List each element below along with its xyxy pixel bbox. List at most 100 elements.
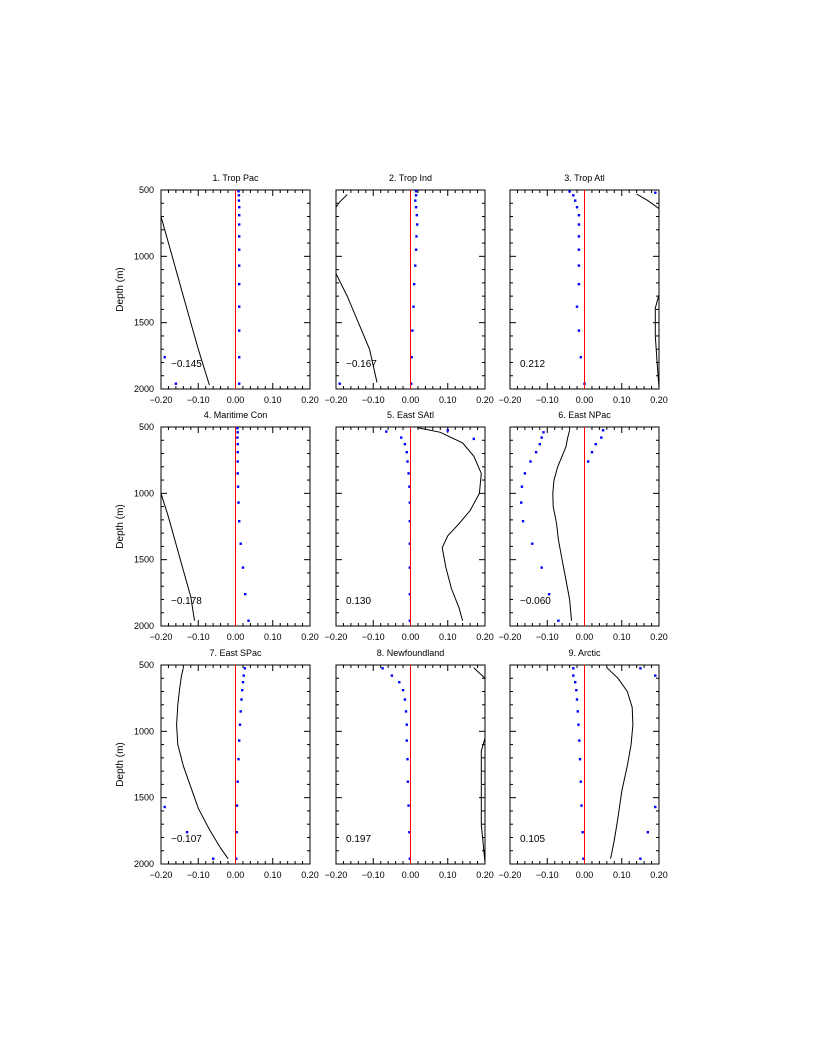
panel-title: 6. East NPac bbox=[558, 410, 611, 420]
panel-6: 6. East NPac −0.20 −0.10 0.00 0.10 0.20 −0.060 bbox=[499, 410, 668, 642]
data-point bbox=[405, 739, 408, 742]
data-point bbox=[236, 436, 239, 439]
data-point bbox=[414, 199, 417, 202]
data-point bbox=[244, 593, 247, 596]
data-point bbox=[237, 194, 241, 197]
data-point bbox=[639, 667, 642, 670]
data-point bbox=[577, 223, 581, 226]
x-tick-label: 0.10 bbox=[439, 870, 457, 880]
x-tick-label: 0.00 bbox=[576, 395, 594, 405]
data-point bbox=[579, 780, 582, 783]
data-point bbox=[235, 804, 239, 807]
profile-line bbox=[606, 667, 634, 859]
data-point bbox=[408, 542, 411, 545]
data-point bbox=[654, 805, 657, 809]
data-point bbox=[654, 191, 657, 194]
x-tick-label: 0.00 bbox=[576, 870, 594, 880]
panel-5: 5. East SAtl −0.20 −0.10 0.00 0.10 0.20 0.130 bbox=[325, 410, 494, 642]
data-point bbox=[587, 460, 590, 463]
data-point bbox=[412, 305, 415, 308]
data-point bbox=[523, 472, 527, 475]
data-point bbox=[531, 542, 534, 545]
profile-line bbox=[161, 216, 210, 386]
data-point bbox=[577, 248, 581, 251]
data-point bbox=[572, 674, 575, 677]
x-tick-label: 0.20 bbox=[650, 870, 668, 880]
panel-3: 3. Trop Atl −0.20 −0.10 0.00 0.10 0.20 0.212 bbox=[499, 173, 668, 405]
x-tick-label: 0.00 bbox=[402, 395, 420, 405]
y-tick-label: 2000 bbox=[134, 621, 154, 631]
data-point bbox=[381, 667, 384, 670]
data-point bbox=[521, 520, 525, 523]
data-point bbox=[238, 248, 241, 251]
y-tick-label: 1000 bbox=[134, 251, 154, 261]
data-point bbox=[238, 356, 241, 359]
data-point bbox=[401, 689, 405, 692]
data-point bbox=[405, 723, 408, 726]
y-tick-label: 1500 bbox=[134, 555, 154, 565]
data-point bbox=[238, 223, 241, 226]
data-point bbox=[520, 485, 524, 488]
data-point bbox=[406, 460, 409, 463]
data-point bbox=[406, 758, 409, 761]
data-point bbox=[410, 356, 413, 359]
panel-4: 4. Maritime Con −0.20 −0.10 0.00 0.10 0.20 500… bbox=[115, 410, 319, 642]
data-point bbox=[408, 520, 411, 523]
data-point bbox=[538, 443, 541, 446]
y-tick-label: 2000 bbox=[134, 384, 154, 394]
data-point bbox=[590, 451, 594, 454]
x-tick-label: 0.00 bbox=[576, 632, 594, 642]
data-point bbox=[407, 472, 410, 475]
y-axis-label: Depth (m) bbox=[115, 504, 126, 548]
y-axis-label: Depth (m) bbox=[115, 742, 126, 786]
panel-9: 9. Arctic −0.20 −0.10 0.00 0.10 0.20 0.105 bbox=[499, 648, 668, 880]
x-tick-label: −0.10 bbox=[536, 395, 559, 405]
x-tick-label: −0.20 bbox=[499, 870, 522, 880]
data-point bbox=[416, 223, 419, 226]
data-point bbox=[237, 199, 241, 202]
data-point bbox=[212, 857, 215, 860]
x-tick-label: −0.10 bbox=[536, 632, 559, 642]
series-group bbox=[381, 665, 485, 864]
y-tick-label: 500 bbox=[139, 422, 154, 432]
x-tick-label: −0.10 bbox=[362, 632, 385, 642]
data-point bbox=[577, 235, 581, 238]
y-tick-label: 2000 bbox=[134, 859, 154, 869]
x-tick-label: −0.10 bbox=[187, 395, 210, 405]
panel-title: 3. Trop Atl bbox=[564, 173, 605, 183]
data-point bbox=[238, 723, 242, 726]
data-point bbox=[163, 805, 166, 809]
data-point bbox=[406, 780, 410, 783]
data-point bbox=[542, 431, 545, 434]
data-point bbox=[581, 831, 584, 834]
data-point bbox=[414, 190, 418, 193]
data-point bbox=[415, 214, 418, 217]
x-tick-label: −0.20 bbox=[325, 395, 348, 405]
data-point bbox=[235, 831, 238, 834]
x-tick-label: −0.10 bbox=[187, 632, 210, 642]
data-point bbox=[236, 780, 239, 783]
data-point bbox=[576, 710, 579, 713]
data-point bbox=[237, 501, 240, 504]
data-point bbox=[574, 681, 577, 684]
data-point bbox=[403, 698, 407, 701]
x-tick-label: 0.00 bbox=[227, 632, 245, 642]
panel-8: 8. Newfoundland −0.20 −0.10 0.00 0.10 0.20 0.1… bbox=[325, 648, 494, 880]
x-tick-label: −0.20 bbox=[499, 632, 522, 642]
panel-title: 4. Maritime Con bbox=[204, 410, 268, 420]
data-point bbox=[238, 520, 241, 523]
profile-line bbox=[473, 667, 485, 679]
y-tick-label: 1500 bbox=[134, 318, 154, 328]
x-tick-label: −0.10 bbox=[536, 870, 559, 880]
x-tick-label: 0.00 bbox=[227, 395, 245, 405]
series-group bbox=[520, 427, 605, 626]
data-point bbox=[411, 329, 414, 332]
panel-annotation: −0.178 bbox=[171, 596, 202, 607]
profile-line bbox=[654, 294, 659, 388]
data-point bbox=[241, 566, 245, 569]
y-axis-label: Depth (m) bbox=[115, 267, 126, 311]
data-point bbox=[238, 235, 241, 238]
x-tick-label: 0.10 bbox=[264, 870, 282, 880]
panel-annotation: 0.197 bbox=[346, 834, 371, 845]
